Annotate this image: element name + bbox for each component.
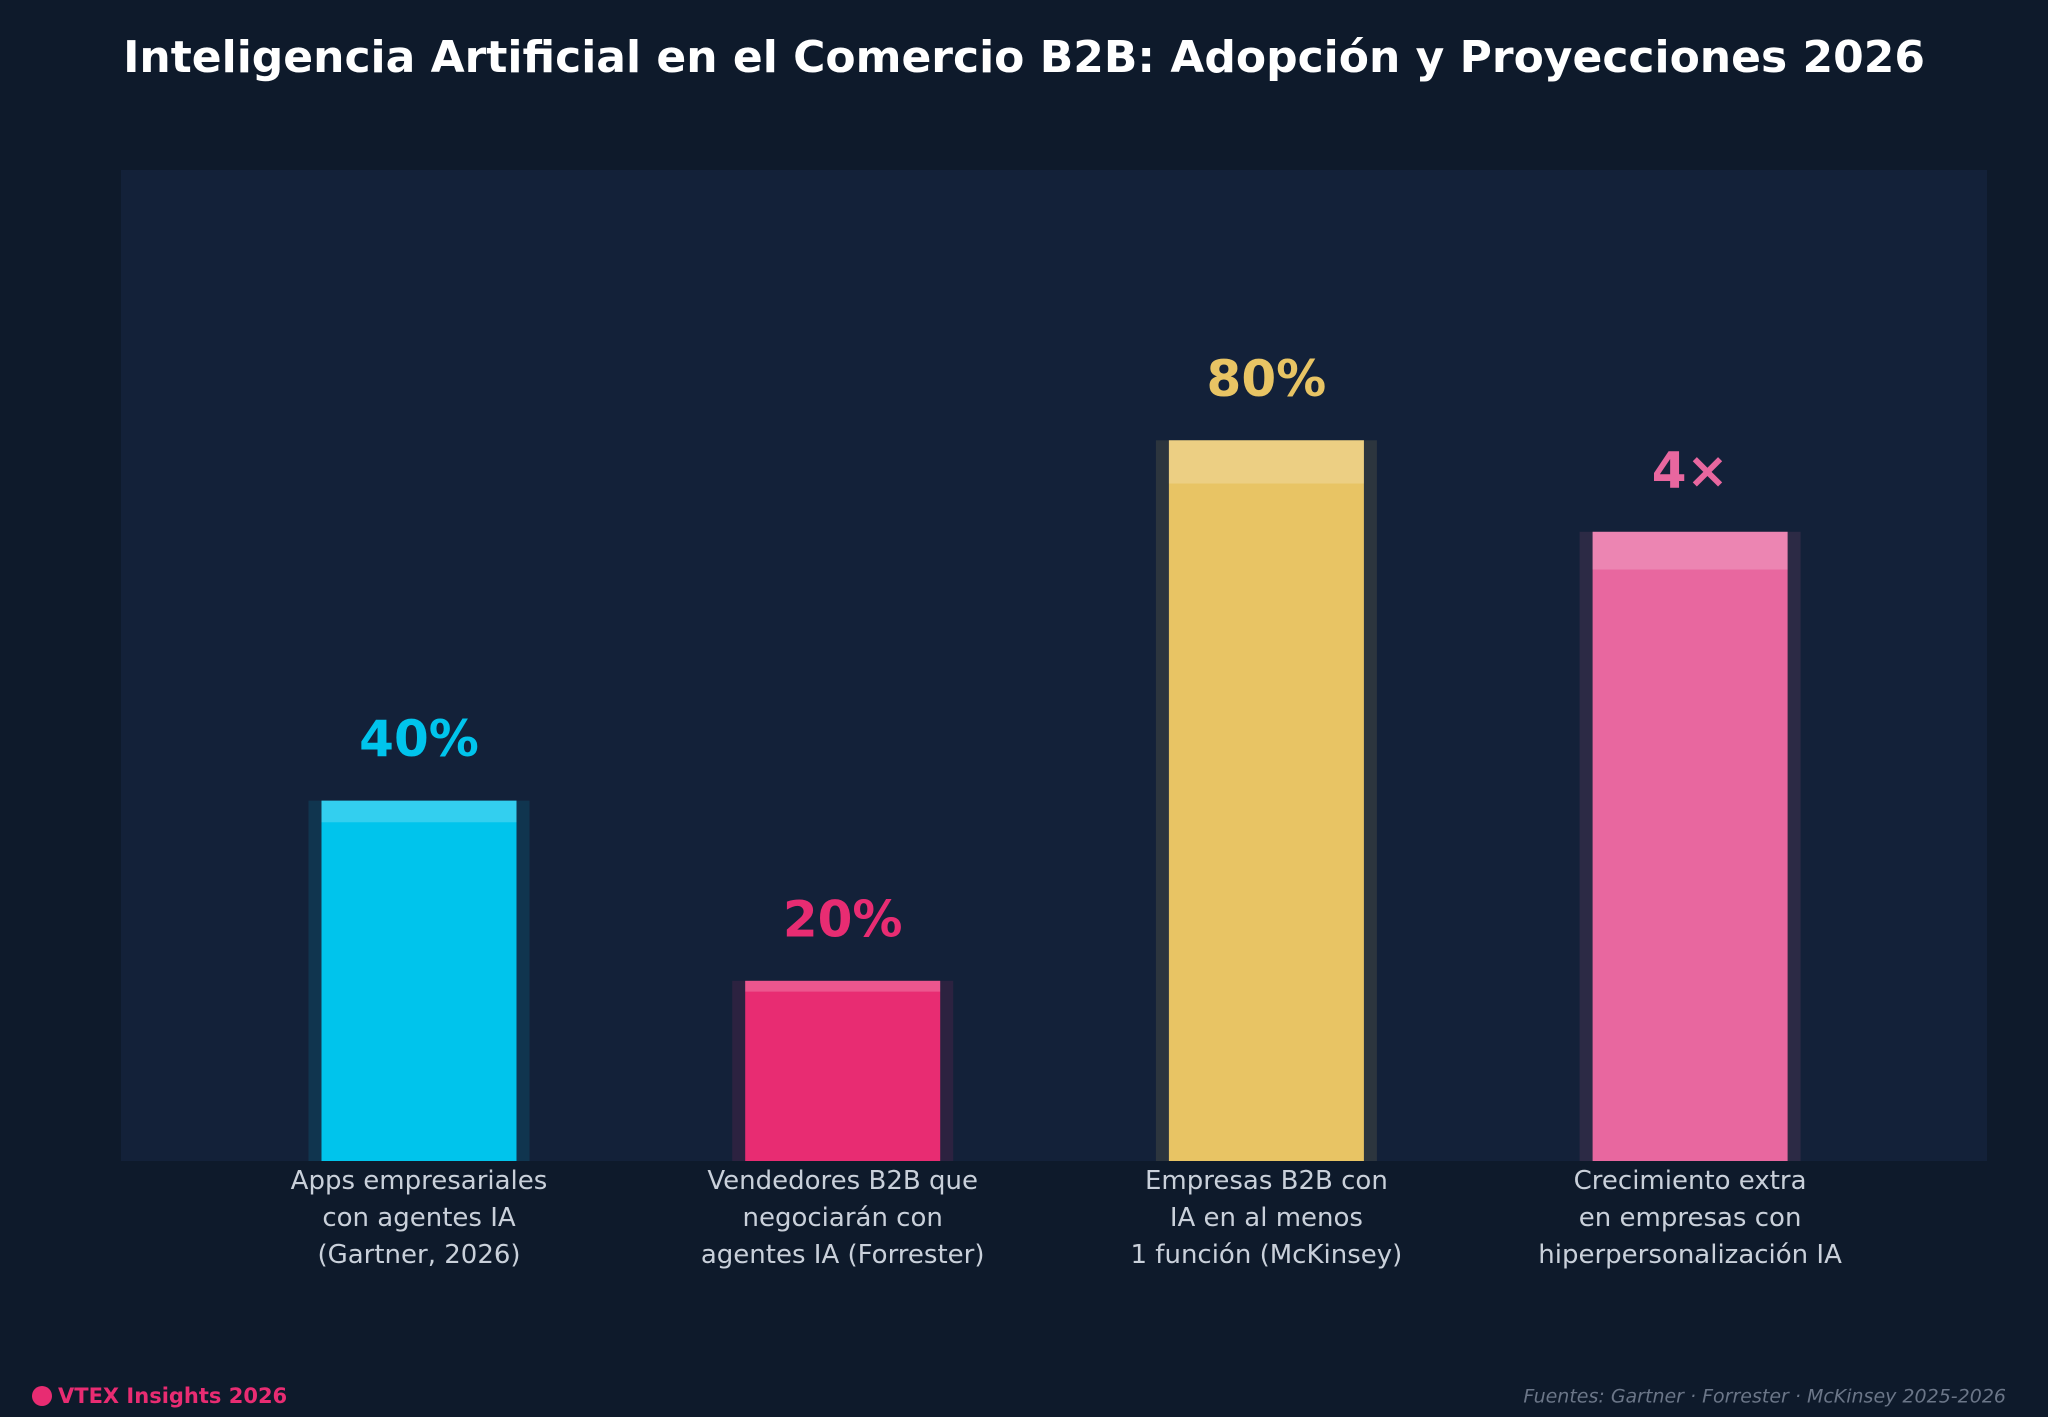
value-label: 80% (1207, 350, 1327, 408)
x-tick-label: Vendedores B2B que negociarán con agente… (700, 1166, 985, 1270)
bar-highlight (321, 800, 517, 823)
bar-highlight (1168, 440, 1364, 484)
value-label: 4× (1652, 441, 1729, 499)
brand: VTEX Insights 2026 (58, 1384, 287, 1408)
source: Fuentes: Gartner · Forrester · McKinsey … (1523, 1386, 2006, 1408)
bar (321, 800, 517, 1161)
value-label: 20% (783, 890, 903, 948)
x-tick-label: Apps empresariales con agentes IA (Gartn… (290, 1166, 548, 1270)
chart-title: Inteligencia Artificial en el Comercio B… (123, 32, 1925, 83)
bar (745, 980, 941, 1161)
bar (1592, 531, 1788, 1161)
bar-highlight (1592, 531, 1788, 570)
bar (1168, 440, 1364, 1162)
brand-dot (32, 1386, 52, 1406)
x-tick-label: Crecimiento extra en empresas con hiperp… (1538, 1166, 1842, 1270)
value-label: 40% (359, 710, 479, 768)
x-tick-label: Empresas B2B con IA en al menos 1 funció… (1130, 1166, 1403, 1270)
bar-highlight (745, 980, 941, 992)
